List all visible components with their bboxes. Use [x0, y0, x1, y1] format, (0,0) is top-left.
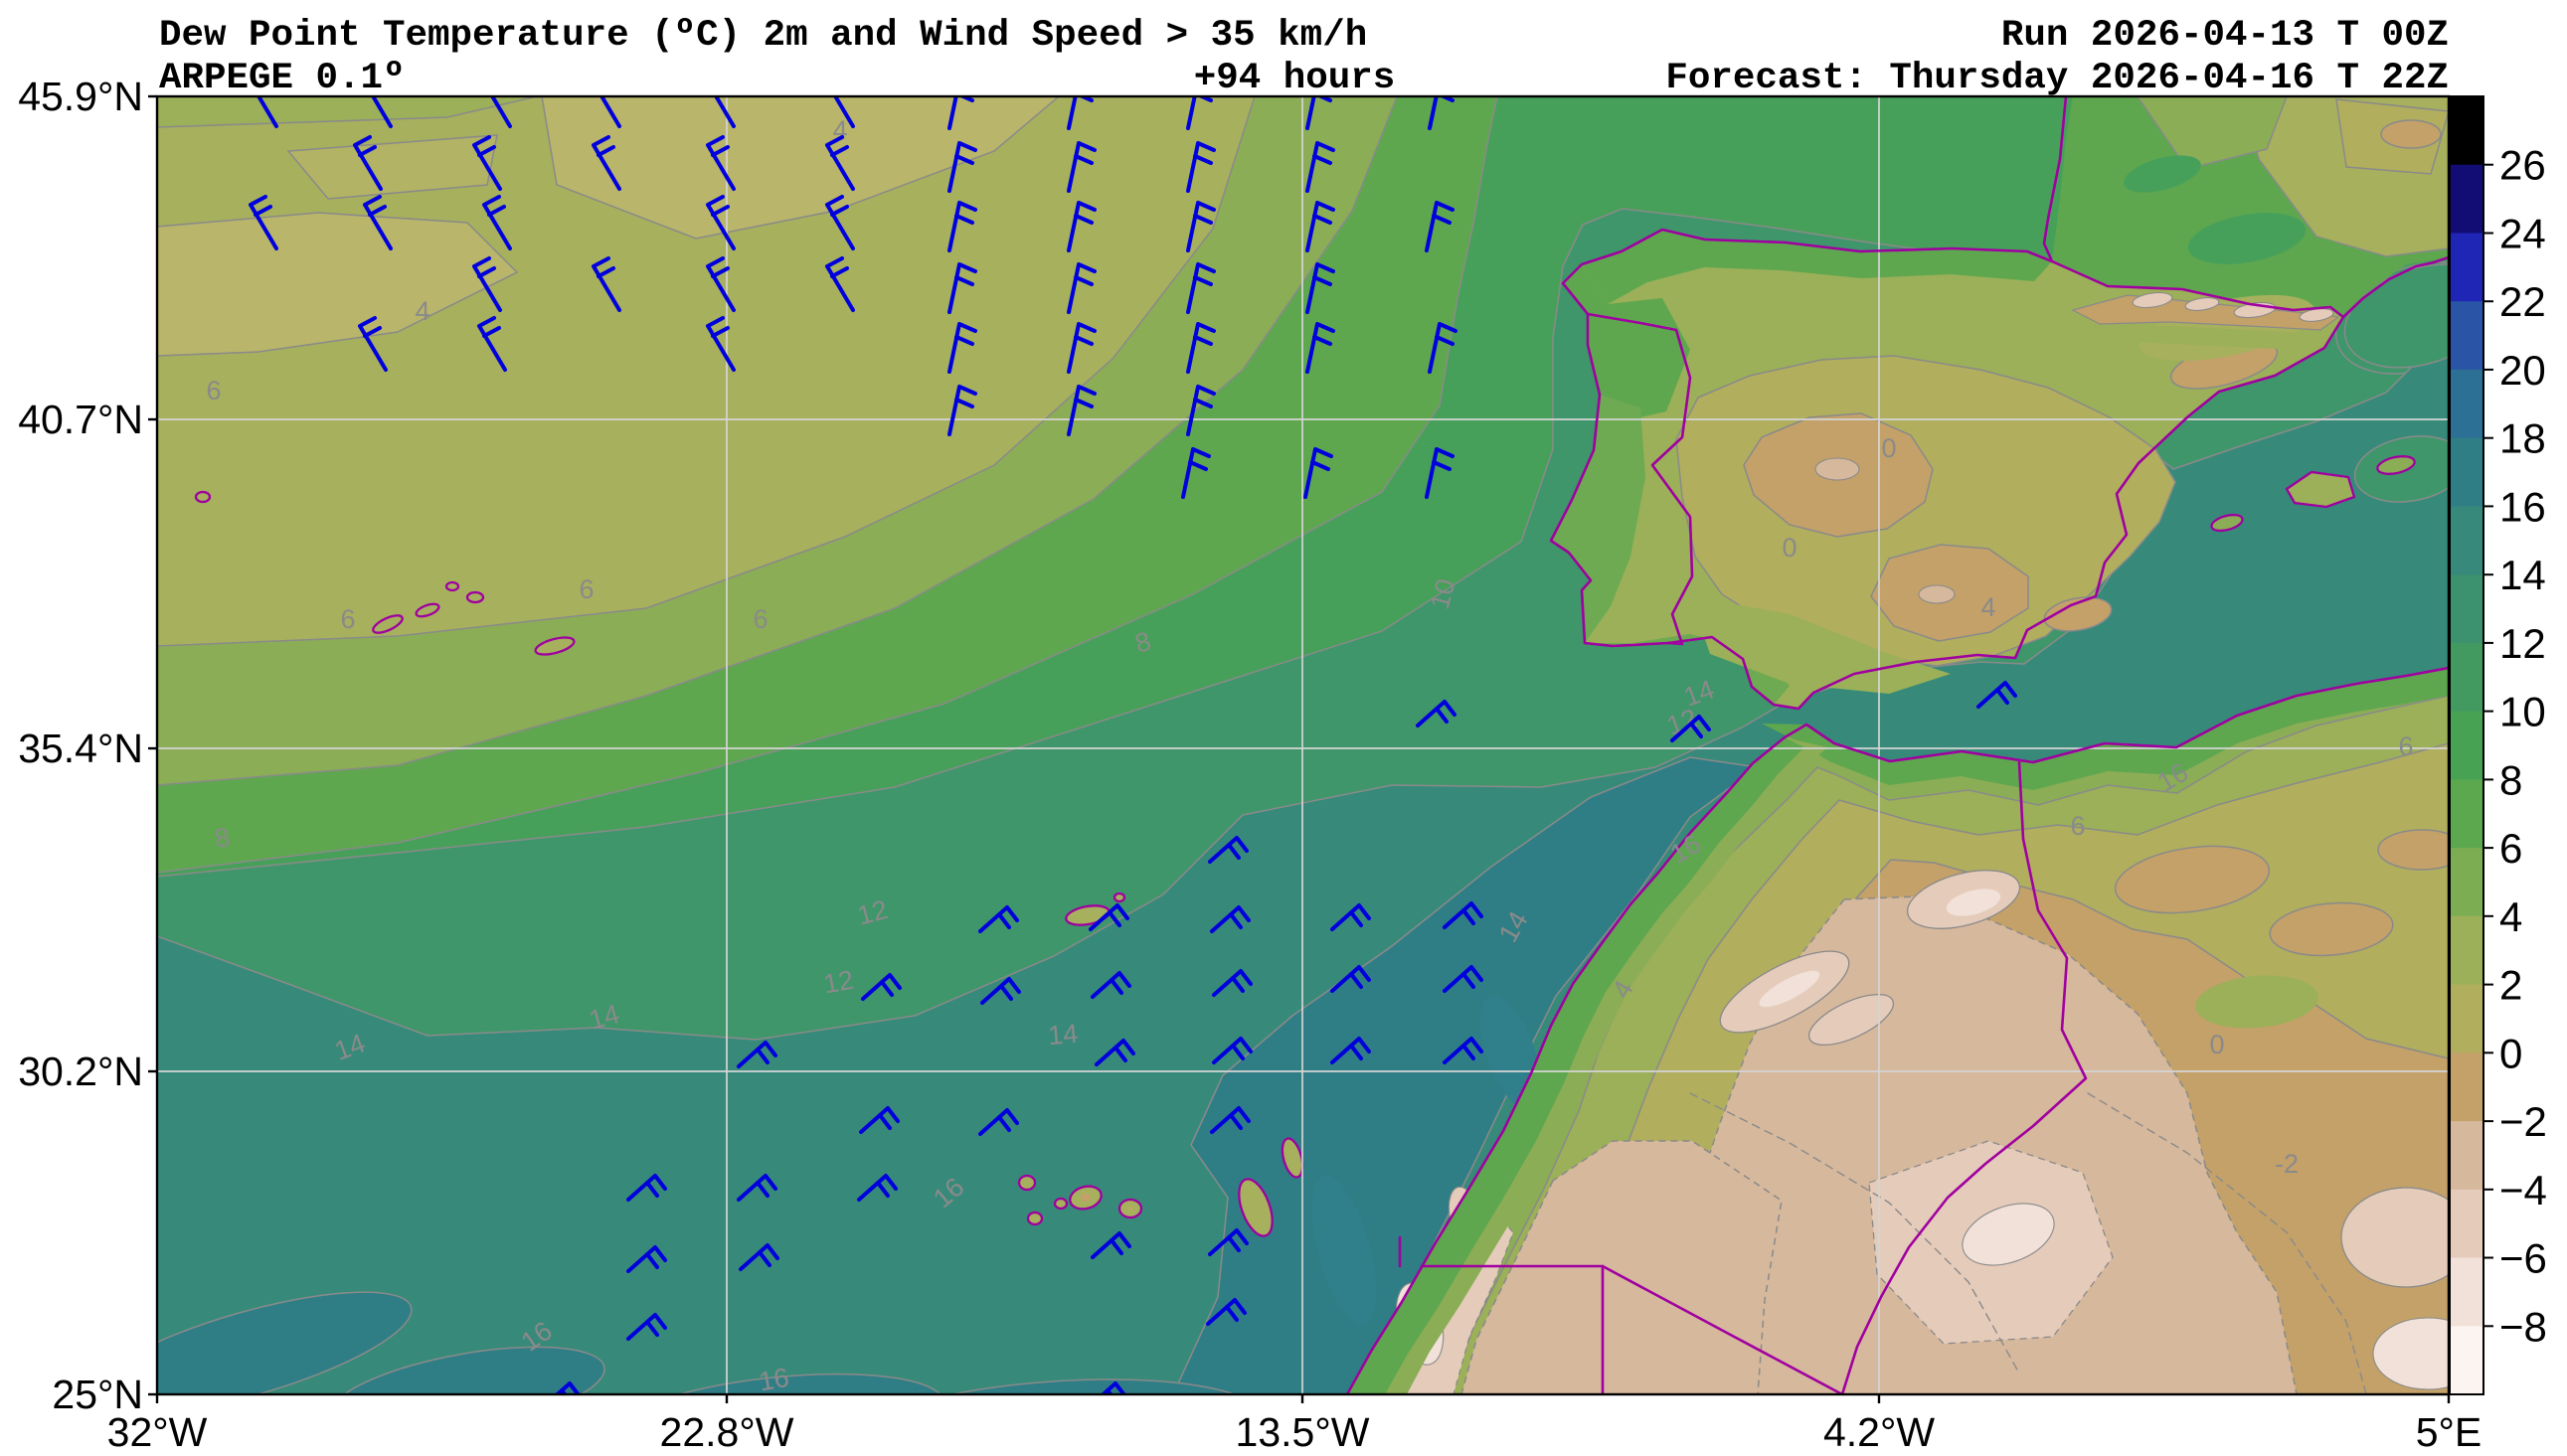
svg-text:32°W: 32°W [107, 1409, 208, 1455]
svg-text:0: 0 [1782, 533, 1797, 563]
svg-text:Forecast: Thursday 2026-04-16: Forecast: Thursday 2026-04-16 T 22Z [1665, 58, 2449, 99]
svg-text:Run 2026-04-13 T 00Z: Run 2026-04-13 T 00Z [2001, 15, 2449, 57]
svg-text:−6: −6 [2499, 1235, 2547, 1282]
svg-text:+94 hours: +94 hours [1194, 58, 1396, 99]
svg-text:30.2°N: 30.2°N [18, 1049, 143, 1094]
svg-text:4.2°W: 4.2°W [1823, 1409, 1935, 1455]
svg-text:16: 16 [757, 1363, 791, 1397]
svg-text:2: 2 [2499, 962, 2522, 1009]
svg-text:Dew Point Temperature (ºC) 2m: Dew Point Temperature (ºC) 2m and Wind S… [159, 15, 1367, 57]
svg-text:12: 12 [821, 965, 856, 1000]
svg-text:4: 4 [2499, 893, 2522, 940]
svg-text:18: 18 [2499, 415, 2546, 462]
svg-text:24: 24 [2499, 211, 2546, 257]
svg-text:45.9°N: 45.9°N [18, 74, 143, 119]
svg-text:16: 16 [2499, 483, 2546, 530]
svg-text:-2: -2 [2275, 1149, 2299, 1179]
svg-text:26: 26 [2499, 142, 2546, 189]
svg-text:8: 8 [2499, 756, 2522, 803]
svg-text:6: 6 [340, 604, 355, 634]
svg-text:10: 10 [2499, 689, 2546, 735]
svg-text:5°E: 5°E [2416, 1409, 2482, 1455]
svg-text:6: 6 [2070, 811, 2085, 841]
svg-text:25°N: 25°N [52, 1372, 143, 1417]
svg-text:22: 22 [2499, 278, 2546, 325]
svg-text:−8: −8 [2499, 1303, 2547, 1350]
svg-text:8: 8 [1132, 626, 1154, 659]
svg-text:−2: −2 [2499, 1098, 2547, 1145]
svg-text:14: 14 [2499, 552, 2546, 598]
svg-text:0: 0 [2209, 1030, 2224, 1059]
svg-text:−4: −4 [2499, 1167, 2547, 1213]
svg-text:14: 14 [1047, 1019, 1080, 1052]
svg-text:12: 12 [2499, 620, 2546, 667]
svg-text:4: 4 [1980, 592, 1995, 622]
svg-text:20: 20 [2499, 347, 2546, 394]
svg-text:6: 6 [2398, 731, 2413, 761]
svg-text:35.4°N: 35.4°N [18, 726, 143, 771]
svg-text:ARPEGE 0.1º: ARPEGE 0.1º [159, 58, 406, 99]
svg-text:4: 4 [415, 296, 429, 326]
svg-text:22.8°W: 22.8°W [660, 1409, 794, 1455]
svg-text:6: 6 [206, 376, 221, 405]
svg-text:13.5°W: 13.5°W [1236, 1409, 1370, 1455]
svg-text:40.7°N: 40.7°N [18, 397, 143, 442]
svg-text:6: 6 [579, 574, 594, 604]
svg-text:0: 0 [2499, 1030, 2522, 1076]
svg-text:6: 6 [753, 604, 768, 634]
svg-text:6: 6 [2499, 825, 2522, 872]
svg-text:8: 8 [212, 822, 232, 854]
svg-text:0: 0 [1881, 433, 1896, 463]
